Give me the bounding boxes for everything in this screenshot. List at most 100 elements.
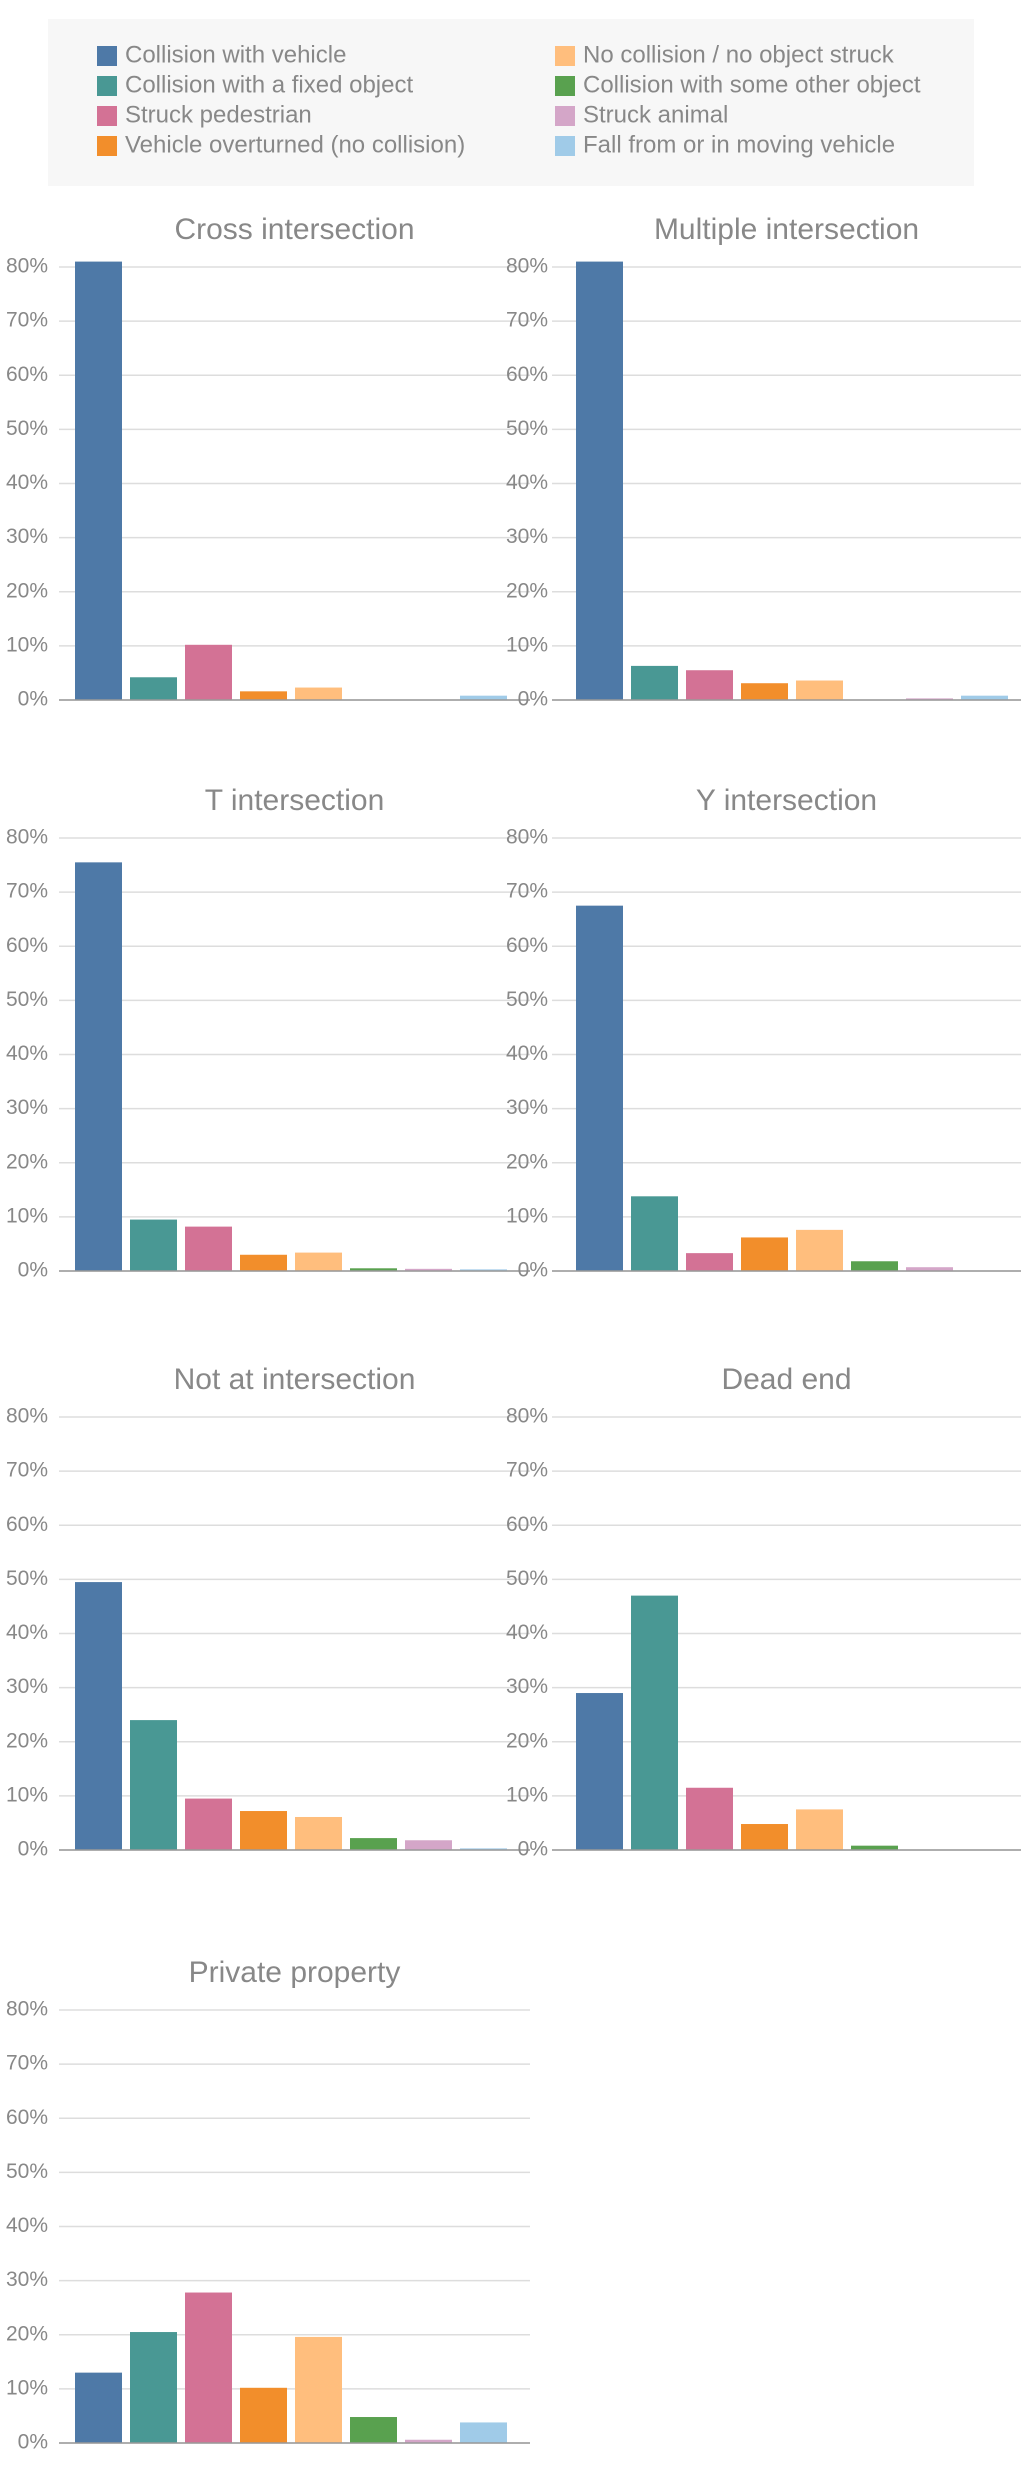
y-tick-label: 30%: [6, 1675, 48, 1698]
y-tick-label: 80%: [506, 1405, 548, 1428]
y-tick-label: 0%: [518, 1838, 548, 1861]
bar: [576, 905, 623, 1271]
y-tick-label: 10%: [506, 1783, 548, 1806]
y-tick-label: 40%: [506, 1621, 548, 1644]
bar: [405, 1840, 452, 1850]
chart-title: Not at intersection: [174, 1363, 416, 1396]
legend-swatch: [555, 46, 575, 66]
y-tick-label: 60%: [506, 934, 548, 957]
bar: [75, 261, 122, 700]
y-tick-label: 20%: [506, 1729, 548, 1752]
y-tick-label: 20%: [506, 579, 548, 602]
y-tick-label: 80%: [506, 255, 548, 278]
y-tick-label: 70%: [506, 309, 548, 332]
y-tick-label: 0%: [18, 2431, 48, 2454]
bar: [350, 1268, 397, 1271]
bar: [741, 1237, 788, 1271]
bar: [405, 2439, 452, 2443]
y-tick-label: 70%: [506, 880, 548, 903]
chart-title: Dead end: [721, 1363, 851, 1396]
y-tick-label: 20%: [6, 2322, 48, 2345]
bar: [350, 2417, 397, 2443]
bar: [460, 1269, 507, 1271]
y-tick-label: 60%: [6, 2106, 48, 2129]
bar: [350, 1838, 397, 1850]
y-tick-label: 50%: [506, 988, 548, 1011]
legend-swatch: [97, 76, 117, 96]
y-tick-label: 60%: [6, 363, 48, 386]
bar: [686, 670, 733, 700]
legend-label: Collision with some other object: [583, 71, 921, 98]
y-tick-label: 0%: [518, 1259, 548, 1282]
bar: [851, 1845, 898, 1850]
bar: [130, 677, 177, 700]
bar: [631, 1595, 678, 1850]
y-tick-label: 30%: [506, 525, 548, 548]
legend-label: Vehicle overturned (no collision): [125, 131, 465, 158]
legend-swatch: [97, 46, 117, 66]
bar: [796, 1809, 843, 1850]
y-tick-label: 10%: [506, 1204, 548, 1227]
bar: [906, 698, 953, 700]
y-tick-label: 0%: [18, 1838, 48, 1861]
bar: [460, 1848, 507, 1850]
y-tick-label: 40%: [506, 471, 548, 494]
y-tick-label: 30%: [506, 1096, 548, 1119]
y-tick-label: 0%: [18, 688, 48, 711]
y-tick-label: 50%: [6, 2160, 48, 2183]
bar: [75, 2372, 122, 2443]
y-tick-label: 20%: [6, 1729, 48, 1752]
y-tick-label: 70%: [6, 880, 48, 903]
bar: [185, 1798, 232, 1850]
y-tick-label: 20%: [6, 579, 48, 602]
bar: [741, 683, 788, 700]
y-tick-label: 10%: [6, 1204, 48, 1227]
legend-label: Collision with a fixed object: [125, 71, 413, 98]
y-tick-label: 80%: [6, 826, 48, 849]
bar: [796, 1229, 843, 1271]
bar: [240, 691, 287, 700]
y-tick-label: 40%: [6, 1042, 48, 1065]
bar: [185, 2292, 232, 2443]
y-tick-label: 50%: [506, 1567, 548, 1590]
legend-label: Struck pedestrian: [125, 101, 312, 128]
y-tick-label: 50%: [506, 417, 548, 440]
y-tick-label: 70%: [506, 1459, 548, 1482]
y-tick-label: 20%: [6, 1150, 48, 1173]
bar: [576, 261, 623, 700]
bar: [295, 2336, 342, 2443]
bar: [961, 695, 1008, 700]
bar: [130, 1720, 177, 1850]
y-tick-label: 80%: [6, 255, 48, 278]
bar: [851, 1261, 898, 1271]
y-tick-label: 30%: [6, 1096, 48, 1119]
y-tick-label: 70%: [6, 1459, 48, 1482]
legend-swatch: [97, 136, 117, 156]
chart-title: Multiple intersection: [654, 213, 919, 246]
bar: [185, 644, 232, 700]
y-tick-label: 10%: [6, 1783, 48, 1806]
bar: [631, 1196, 678, 1271]
bar: [796, 680, 843, 700]
bar: [75, 1582, 122, 1850]
bar: [460, 695, 507, 700]
bar: [686, 1787, 733, 1850]
y-tick-label: 40%: [6, 1621, 48, 1644]
y-tick-label: 30%: [6, 2268, 48, 2291]
bar: [906, 1267, 953, 1271]
y-tick-label: 70%: [6, 2052, 48, 2075]
y-tick-label: 80%: [6, 1405, 48, 1428]
y-tick-label: 40%: [6, 2214, 48, 2237]
bar: [185, 1226, 232, 1271]
legend-label: No collision / no object struck: [583, 41, 895, 68]
bar: [295, 1816, 342, 1850]
chart-title: Y intersection: [696, 784, 877, 817]
y-tick-label: 80%: [506, 826, 548, 849]
bar: [295, 1252, 342, 1271]
legend-label: Collision with vehicle: [125, 41, 346, 68]
y-tick-label: 0%: [518, 688, 548, 711]
bar: [741, 1824, 788, 1850]
bar: [130, 2332, 177, 2443]
bar: [576, 1693, 623, 1850]
